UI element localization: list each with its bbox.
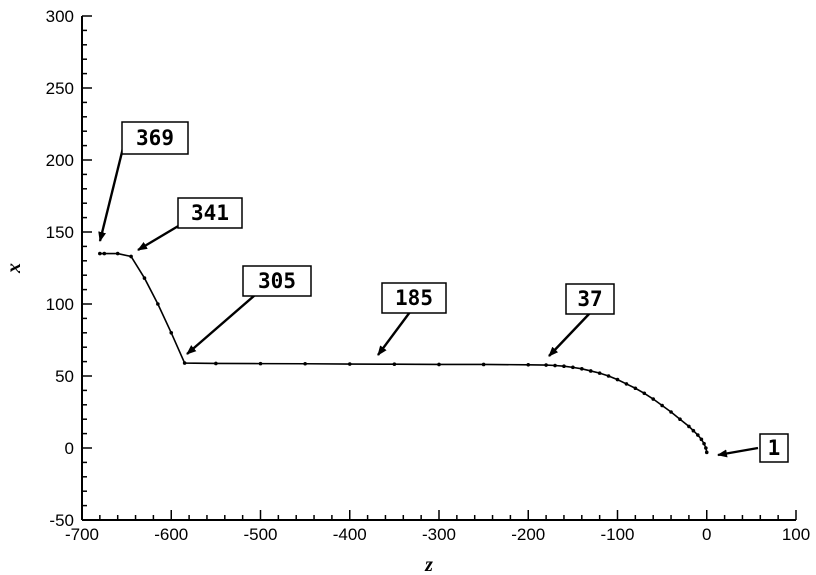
annotation-arrow	[186, 294, 256, 355]
annotation-label: 369	[136, 126, 174, 150]
data-point	[660, 403, 664, 408]
annotation-arrow	[98, 147, 125, 242]
data-point	[687, 424, 691, 429]
data-point	[704, 446, 708, 450]
data-point	[102, 251, 107, 256]
data-point	[129, 254, 133, 259]
data-point	[702, 441, 706, 446]
y-tick-label: 200	[46, 151, 74, 170]
x-tick-label: -200	[511, 525, 545, 544]
data-point	[696, 433, 700, 437]
data-point	[142, 276, 147, 280]
y-tick-label: 0	[65, 439, 74, 458]
data-point	[678, 417, 682, 422]
data-point	[606, 374, 611, 378]
data-point	[303, 361, 307, 366]
annotation-box	[177, 197, 243, 229]
data-point	[481, 362, 486, 367]
annotation-arrow	[377, 311, 411, 356]
annotation-label: 1	[768, 436, 781, 460]
data-point	[214, 361, 218, 366]
annotation-label: 37	[577, 287, 602, 311]
data-point	[553, 363, 557, 368]
x-tick-label: -500	[243, 525, 277, 544]
data-point	[258, 361, 263, 366]
x-tick-label: -100	[600, 525, 634, 544]
y-tick-label: -50	[49, 511, 74, 530]
data-point	[98, 251, 102, 256]
data-point	[669, 410, 673, 414]
annotations: 369 341 305 185 37 1	[98, 121, 789, 463]
y-tick-label: 100	[46, 295, 74, 314]
annotation-label: 305	[258, 269, 296, 293]
data-point	[347, 362, 352, 366]
data-point	[580, 367, 584, 371]
annotation-arrow	[548, 312, 591, 357]
series-group	[98, 251, 709, 455]
annotation-label: 185	[395, 286, 433, 310]
data-point	[651, 397, 655, 401]
x-tick-label: -600	[154, 525, 188, 544]
data-point	[526, 362, 531, 367]
annotation-box	[121, 121, 189, 155]
data-point	[156, 302, 160, 306]
data-point	[169, 331, 174, 335]
x-tick-label: -400	[333, 525, 367, 544]
data-point	[691, 428, 696, 433]
data-point	[642, 391, 647, 396]
annotation-label: 341	[191, 201, 229, 225]
data-point	[704, 450, 709, 455]
data-point	[588, 369, 593, 373]
y-tick-label: 150	[46, 223, 74, 242]
data-point	[437, 362, 441, 367]
y-axis-title: x	[3, 263, 25, 274]
y-tick-label: 250	[46, 79, 74, 98]
x-tick-label: -300	[422, 525, 456, 544]
data-point	[633, 386, 638, 391]
data-point	[597, 371, 602, 375]
data-point	[624, 382, 629, 386]
data-point	[544, 363, 548, 367]
data-point	[115, 251, 120, 256]
annotation-arrow	[717, 446, 759, 458]
annotation-arrow	[137, 223, 181, 252]
data-point	[571, 365, 575, 370]
y-tick-label: 300	[46, 7, 74, 26]
x-axis-title: z	[424, 554, 433, 575]
data-point	[615, 377, 620, 382]
annotation-box	[381, 282, 447, 314]
data-point	[699, 437, 704, 442]
axes: -700 -600 -500 -400 -300 -200 -100 0 100-5005010…	[46, 7, 811, 544]
x-tick-label: 0	[702, 525, 711, 544]
y-tick-label: 50	[55, 367, 74, 386]
x-tick-label: 100	[782, 525, 810, 544]
data-point	[392, 362, 397, 366]
data-point	[182, 361, 187, 365]
x-tick-label: -700	[65, 525, 99, 544]
annotation-box	[759, 433, 789, 463]
annotation-box	[242, 265, 312, 297]
data-point	[562, 364, 566, 369]
annotation-box	[565, 283, 615, 315]
